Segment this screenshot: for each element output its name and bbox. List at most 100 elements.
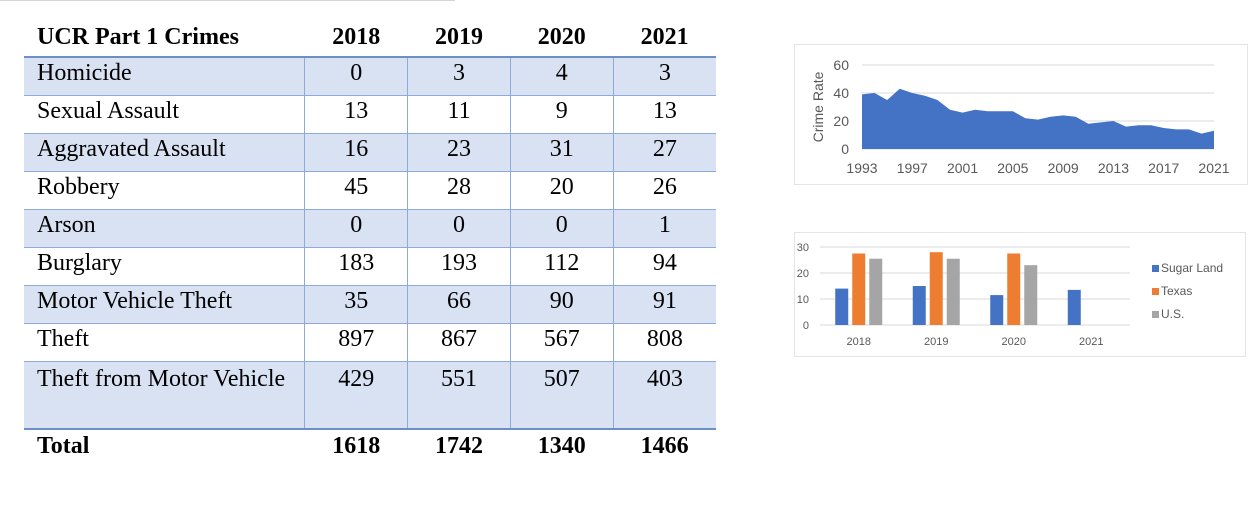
crime-rate-area-chart: 0 20 40 60 1993 1997 2001 2005 2009 2013 2017 2021 C…	[794, 44, 1248, 185]
bar	[990, 295, 1004, 325]
cell-value: 9	[509, 95, 614, 134]
row-label: Motor Vehicle Theft	[24, 285, 305, 324]
header-year: 2019	[407, 19, 511, 58]
cell-value: 897	[304, 323, 408, 362]
table-header-row: UCR Part 1 Crimes 2018 2019 2020 2021	[24, 19, 716, 58]
total-value: 1742	[435, 433, 484, 459]
x-tick-label: 2001	[947, 160, 978, 176]
cell-value: 4	[509, 57, 614, 96]
legend-swatch	[1152, 265, 1159, 272]
cell-value: 3	[407, 57, 511, 96]
table-header-label: UCR Part 1 Crimes	[24, 19, 305, 58]
y-tick-label: 20	[797, 268, 809, 280]
cell-value: 94	[612, 247, 716, 286]
legend-label: Sugar Land	[1161, 261, 1223, 275]
y-tick-label: 10	[797, 294, 809, 306]
y-tick-label: 20	[833, 113, 849, 129]
y-axis-label: Crime Rate	[810, 71, 826, 142]
x-tick-label: 2021	[1198, 160, 1229, 176]
cell-value: 23	[407, 133, 511, 172]
y-tick-label: 60	[833, 57, 849, 73]
table-row: Motor Vehicle Theft 35 66 90 91	[24, 285, 716, 324]
table-row: Burglary 183 193 112 94	[24, 247, 716, 286]
total-row: Total 1618 1742 1340 1466	[24, 429, 716, 463]
cell-value: 91	[612, 285, 716, 324]
x-tick-label: 2019	[924, 336, 948, 348]
cell-value: 20	[509, 171, 614, 210]
bar	[912, 286, 926, 325]
cell-value: 13	[612, 95, 716, 134]
row-label: Sexual Assault	[24, 95, 305, 134]
cell-value: 27	[612, 133, 716, 172]
table-row: Homicide 0 3 4 3	[24, 57, 716, 96]
x-tick-label: 2018	[847, 336, 871, 348]
table-row: Sexual Assault 13 11 9 13	[24, 95, 716, 134]
cell-value: 0	[509, 209, 614, 248]
legend-swatch	[1152, 311, 1159, 318]
crime-rate-area	[862, 88, 1214, 149]
total-value: 1340	[537, 433, 586, 459]
x-tick-label: 2017	[1148, 160, 1179, 176]
cell-value: 183	[304, 247, 408, 286]
cell-value: 0	[407, 209, 511, 248]
area-chart-svg: 0 20 40 60 1993 1997 2001 2005 2009 2013 2017 2021 C…	[810, 57, 1230, 176]
row-label: Arson	[24, 209, 305, 248]
header-year: 2018	[304, 19, 408, 58]
header-year: 2020	[510, 19, 614, 58]
bar	[852, 253, 866, 325]
table-row: Theft from Motor Vehicle 429 551 507 403	[24, 361, 716, 430]
legend-swatch	[1152, 288, 1159, 295]
cell-value: 1	[612, 209, 716, 248]
y-tick-label: 0	[841, 141, 849, 157]
x-tick-label: 2005	[997, 160, 1028, 176]
cell-value: 193	[407, 247, 511, 286]
cell-value: 867	[407, 323, 511, 362]
x-tick-label: 1997	[897, 160, 928, 176]
x-tick-label: 2013	[1098, 160, 1129, 176]
bar	[929, 252, 943, 325]
legend-label: U.S.	[1161, 307, 1184, 321]
bar	[1067, 289, 1081, 325]
row-label: Burglary	[24, 247, 305, 286]
table-row: Arson 0 0 0 1	[24, 209, 716, 248]
table-row: Aggravated Assault 16 23 31 27	[24, 133, 716, 172]
top-rule	[0, 0, 455, 1]
cell-value: 26	[612, 171, 716, 210]
bar	[946, 258, 960, 325]
cell-value: 808	[612, 323, 716, 362]
cell-value: 90	[509, 285, 614, 324]
ucr-crimes-table: UCR Part 1 Crimes 2018 2019 2020 2021 Ho…	[24, 19, 716, 463]
bar	[1007, 253, 1021, 325]
cell-value: 16	[304, 133, 408, 172]
cell-value: 3	[612, 57, 716, 96]
cell-value: 0	[304, 57, 408, 96]
cell-value: 403	[612, 361, 716, 430]
cell-value: 13	[304, 95, 408, 134]
row-label: Homicide	[24, 57, 305, 96]
cell-value: 35	[304, 285, 408, 324]
row-label: Theft from Motor Vehicle	[24, 361, 305, 430]
total-label: Total	[37, 433, 90, 459]
cell-value: 0	[304, 209, 408, 248]
x-tick-label: 2020	[1002, 336, 1026, 348]
y-tick-label: 40	[833, 85, 849, 101]
cell-value: 429	[304, 361, 408, 430]
row-label: Theft	[24, 323, 305, 362]
total-value: 1466	[640, 433, 689, 459]
row-label: Aggravated Assault	[24, 133, 305, 172]
header-year: 2021	[613, 19, 716, 58]
bar	[1024, 265, 1038, 325]
cell-value: 28	[407, 171, 511, 210]
row-label: Robbery	[24, 171, 305, 210]
x-tick-label: 2009	[1048, 160, 1079, 176]
cell-value: 112	[509, 247, 614, 286]
total-value: 1618	[332, 433, 381, 459]
bar	[869, 258, 883, 325]
cell-value: 31	[509, 133, 614, 172]
crime-rate-bar-chart: 0 10 20 30 2018 2019 2020 2021 Sugar Land Texas U.…	[794, 232, 1246, 357]
cell-value: 11	[407, 95, 511, 134]
cell-value: 551	[407, 361, 511, 430]
table-row: Robbery 45 28 20 26	[24, 171, 716, 210]
y-tick-label: 0	[803, 320, 809, 332]
y-tick-label: 30	[797, 242, 809, 254]
